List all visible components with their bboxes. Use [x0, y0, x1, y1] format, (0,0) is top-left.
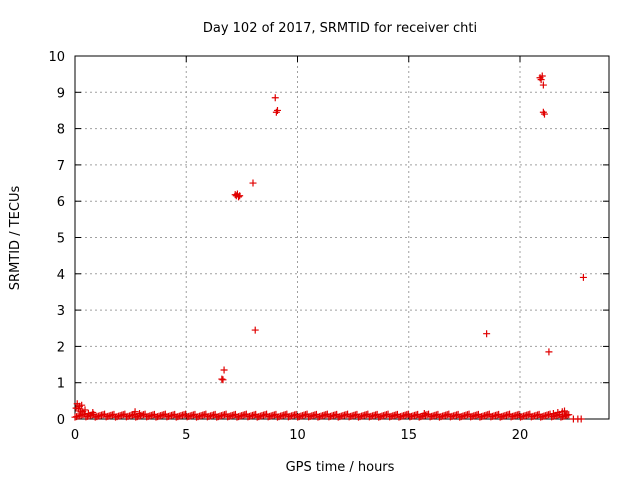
y-axis-label: SRMTID / TECUs — [8, 186, 23, 291]
tick-labels: 0 1 2 3 4 5 6 7 8 9 10 0 5 10 15 20 — [48, 50, 528, 443]
data-point — [563, 411, 571, 419]
data-point — [136, 410, 144, 418]
data-point — [131, 408, 139, 416]
data-point — [273, 106, 281, 114]
chart-title: Day 102 of 2017, SRMTID for receiver cht… — [203, 21, 477, 36]
data-point — [272, 108, 280, 116]
y-tick-label: 1 — [57, 377, 65, 392]
y-tick-label: 5 — [57, 232, 65, 247]
data-marks — [71, 72, 587, 423]
data-point — [249, 179, 257, 187]
grid — [75, 56, 609, 419]
data-point — [545, 348, 553, 356]
data-point — [81, 406, 89, 414]
x-tick-label: 5 — [182, 428, 190, 443]
data-point — [251, 326, 259, 334]
y-tick-label: 10 — [48, 50, 65, 65]
data-point — [540, 110, 548, 118]
y-tick-label: 6 — [57, 195, 65, 210]
data-point — [537, 76, 545, 84]
data-point — [539, 108, 547, 116]
y-tick-label: 3 — [57, 304, 65, 319]
x-tick-label: 0 — [71, 428, 79, 443]
data-point — [539, 81, 547, 89]
x-tick-label: 10 — [289, 428, 306, 443]
data-point — [271, 94, 279, 102]
data-point — [561, 407, 568, 415]
data-point — [218, 375, 226, 383]
data-point — [235, 193, 243, 201]
y-tick-label: 0 — [57, 413, 65, 428]
data-point — [554, 408, 562, 416]
data-point — [220, 366, 228, 374]
x-axis-label: GPS time / hours — [286, 460, 395, 475]
x-tick-label: 15 — [400, 428, 417, 443]
data-point — [219, 376, 227, 384]
data-point — [420, 410, 428, 418]
y-tick-label: 9 — [57, 86, 65, 101]
y-tick-label: 4 — [57, 268, 65, 283]
data-point — [579, 273, 587, 281]
y-tick-label: 7 — [57, 159, 65, 174]
data-point — [84, 410, 92, 418]
data-point — [78, 401, 86, 409]
data-point — [549, 410, 557, 418]
y-tick-label: 2 — [57, 340, 65, 355]
data-point — [89, 408, 97, 416]
data-point — [538, 72, 546, 80]
data-point — [483, 330, 491, 338]
data-point — [577, 415, 585, 423]
data-point — [236, 192, 244, 200]
x-tick-label: 20 — [512, 428, 529, 443]
y-tick-label: 8 — [57, 123, 65, 138]
